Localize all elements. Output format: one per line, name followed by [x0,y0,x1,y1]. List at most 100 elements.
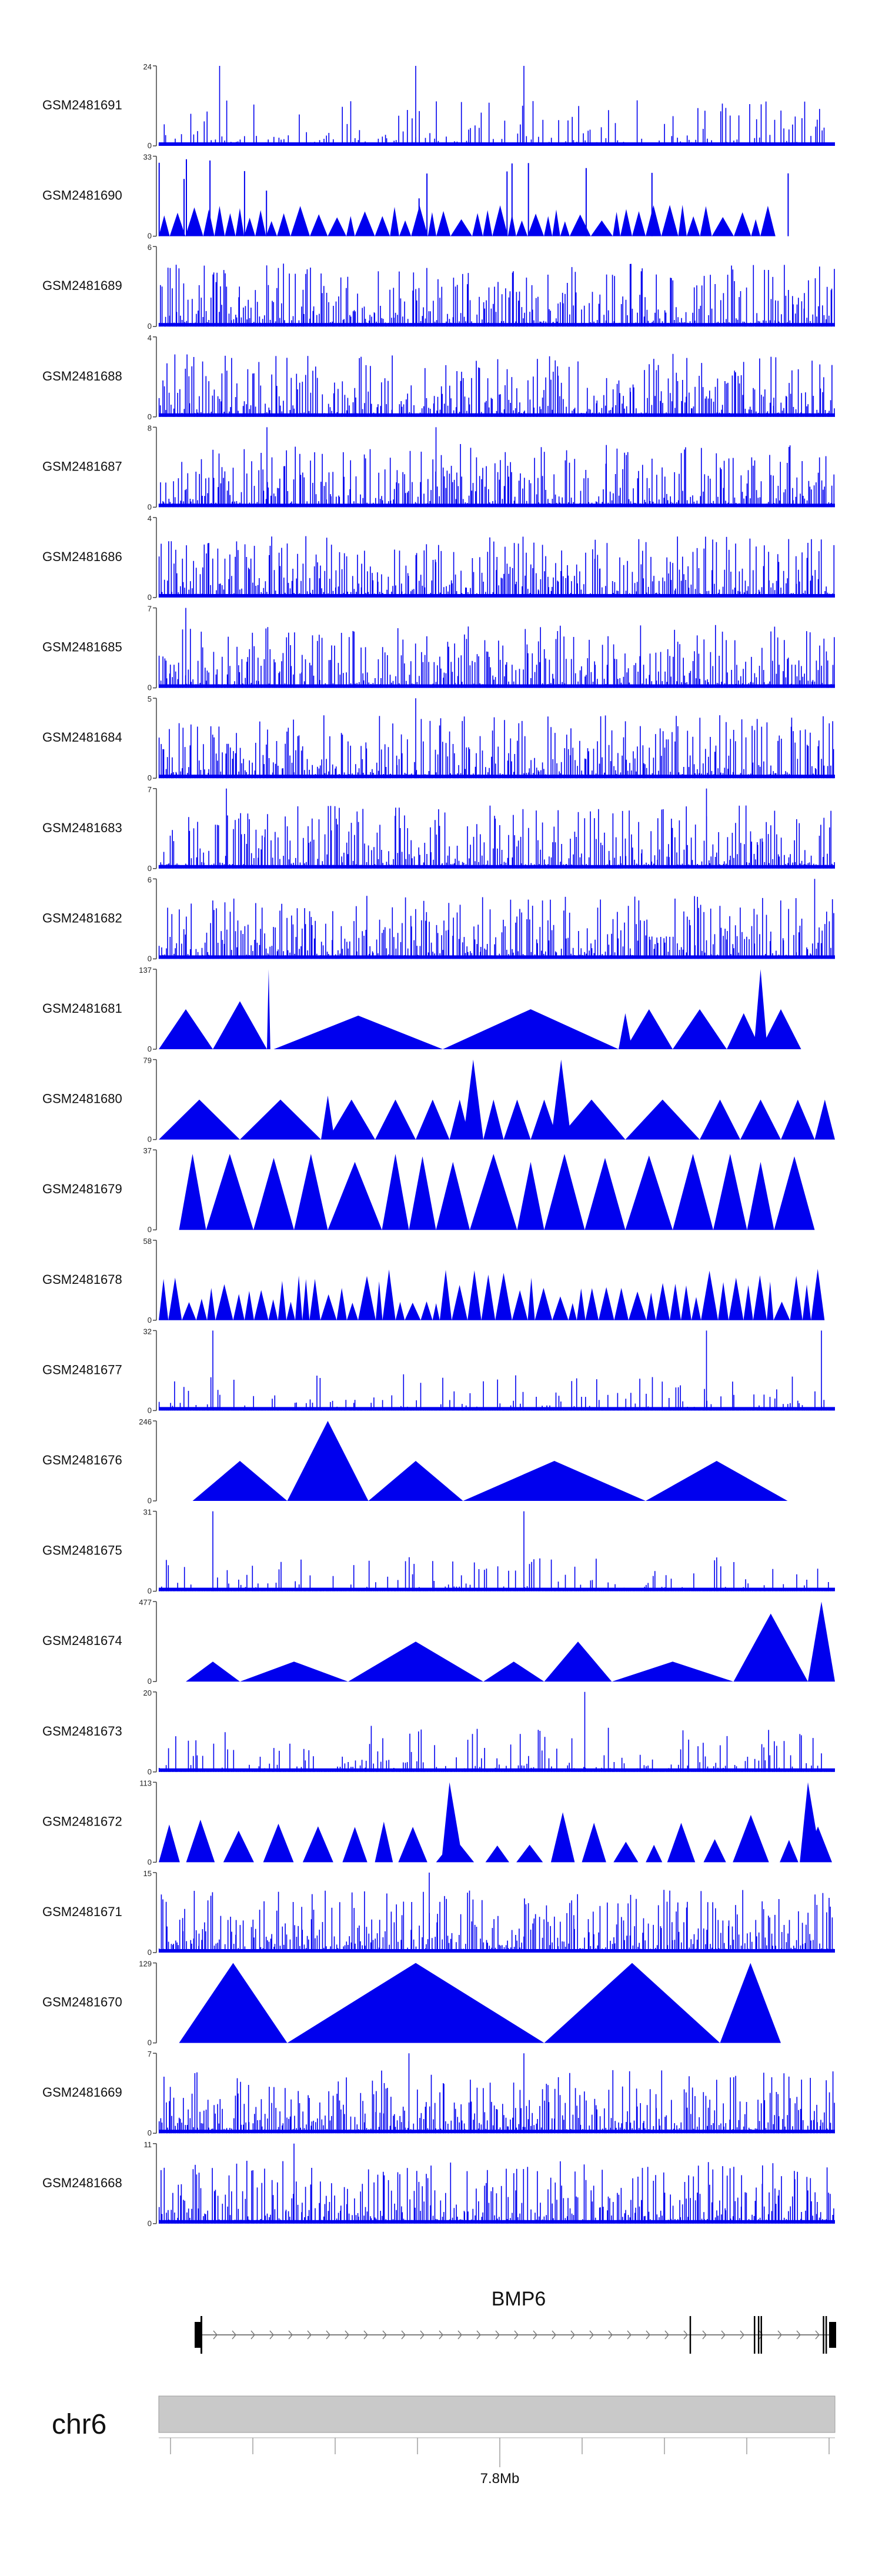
coverage-baseline [159,1949,835,1953]
track-GSM2481685: GSM2481685 7 0 [42,605,835,692]
y-max-label: 6 [148,243,152,252]
track-GSM2481686: GSM2481686 4 0 [42,514,835,602]
track-label: GSM2481682 [42,910,122,925]
gene-model: BMP6 [195,2288,836,2354]
track-label: GSM2481690 [42,188,122,203]
y-min-label: 0 [148,502,152,511]
coverage-baseline [159,865,835,869]
track-GSM2481670: GSM2481670 129 0 [42,1960,781,2047]
coverage-spikes [158,608,835,688]
track-GSM2481671: GSM2481671 15 0 [42,1869,835,1957]
track-GSM2481669: GSM2481669 7 0 [42,2050,835,2137]
track-GSM2481684: GSM2481684 5 0 [42,695,835,782]
coverage-area [192,1421,788,1501]
y-min-label: 0 [148,1677,152,1686]
y-max-label: 20 [143,1689,152,1697]
coverage-baseline [159,684,835,688]
exon [760,2316,762,2354]
track-label: GSM2481680 [42,1092,122,1106]
track-label: GSM2481671 [42,1904,122,1919]
y-max-label: 32 [143,1327,152,1336]
track-label: GSM2481691 [42,98,122,112]
y-max-label: 33 [143,153,152,162]
y-min-label: 0 [148,773,152,782]
chromosome-label: chr6 [52,2409,106,2440]
track-label: GSM2481686 [42,549,122,564]
coverage-area [159,205,776,236]
y-max-label: 477 [139,1598,152,1607]
y-min-label: 0 [148,2128,152,2137]
y-min-label: 0 [148,864,152,873]
y-max-label: 5 [148,695,152,703]
coverage-baseline [159,142,835,146]
track-label: GSM2481669 [42,2085,122,2100]
track-label: GSM2481687 [42,459,122,473]
track-GSM2481678: GSM2481678 58 0 [42,1237,825,1324]
y-max-label: 137 [139,966,152,975]
track-GSM2481679: GSM2481679 37 0 [42,1146,815,1234]
coverage-baseline [159,1407,835,1411]
y-max-label: 58 [143,1237,152,1246]
y-min-label: 0 [148,1225,152,1234]
y-max-label: 4 [148,333,152,342]
coverage-area [159,969,801,1049]
y-max-label: 4 [148,514,152,523]
y-min-label: 0 [148,1406,152,1414]
y-min-label: 0 [148,412,152,421]
coverage-area [186,1601,835,1682]
coverage-baseline [159,503,835,508]
y-min-label: 0 [148,593,152,602]
y-max-label: 7 [148,605,152,613]
strand-arrows [213,2330,820,2340]
exon [823,2316,824,2354]
coverage-spikes [158,2143,834,2224]
y-min-label: 0 [148,1045,152,1053]
exon [754,2316,756,2354]
gene-label: BMP6 [492,2288,546,2310]
coverage-spikes [158,698,834,779]
coverage-spikes [158,536,835,598]
track-label: GSM2481675 [42,1543,122,1558]
coverage-area [159,1782,832,1863]
y-min-label: 0 [148,2219,152,2228]
coverage-spikes [158,1511,834,1591]
y-min-label: 0 [148,954,152,963]
coverage-baseline [159,2130,835,2134]
coverage-spikes [158,66,834,146]
track-label: GSM2481679 [42,1182,122,1196]
coverage-baseline [159,955,835,959]
coverage-baseline [159,413,835,417]
y-max-label: 113 [139,1778,152,1787]
y-max-label: 246 [139,1417,152,1426]
track-label: GSM2481676 [42,1453,122,1467]
exon [825,2316,827,2354]
track-GSM2481690: GSM2481690 33 0 [42,153,789,241]
y-min-label: 0 [148,1767,152,1776]
y-min-label: 0 [148,322,152,331]
y-min-label: 0 [148,141,152,150]
track-GSM2481674: GSM2481674 477 0 [42,1598,835,1686]
track-GSM2481683: GSM2481683 7 0 [42,785,835,873]
y-min-label: 0 [148,1857,152,1866]
track-label: GSM2481674 [42,1633,122,1648]
track-label: GSM2481688 [42,369,122,383]
track-label: GSM2481668 [42,2175,122,2190]
track-label: GSM2481689 [42,278,122,293]
exon [829,2322,836,2348]
y-max-label: 11 [144,2140,152,2149]
track-label: GSM2481672 [42,1814,122,1828]
y-max-label: 31 [143,1508,152,1517]
coverage-baseline [159,775,835,779]
coverage-spikes [158,353,835,417]
y-max-label: 79 [143,1056,152,1065]
track-label: GSM2481684 [42,730,122,745]
y-min-label: 0 [148,232,152,241]
track-label: GSM2481685 [42,640,122,655]
track-GSM2481675: GSM2481675 31 0 [42,1508,835,1596]
track-GSM2481677: GSM2481677 32 0 [42,1327,835,1414]
exon [689,2316,691,2354]
y-max-label: 129 [139,1960,152,1968]
track-GSM2481673: GSM2481673 20 0 [42,1689,835,1776]
coverage-spikes [158,427,835,508]
